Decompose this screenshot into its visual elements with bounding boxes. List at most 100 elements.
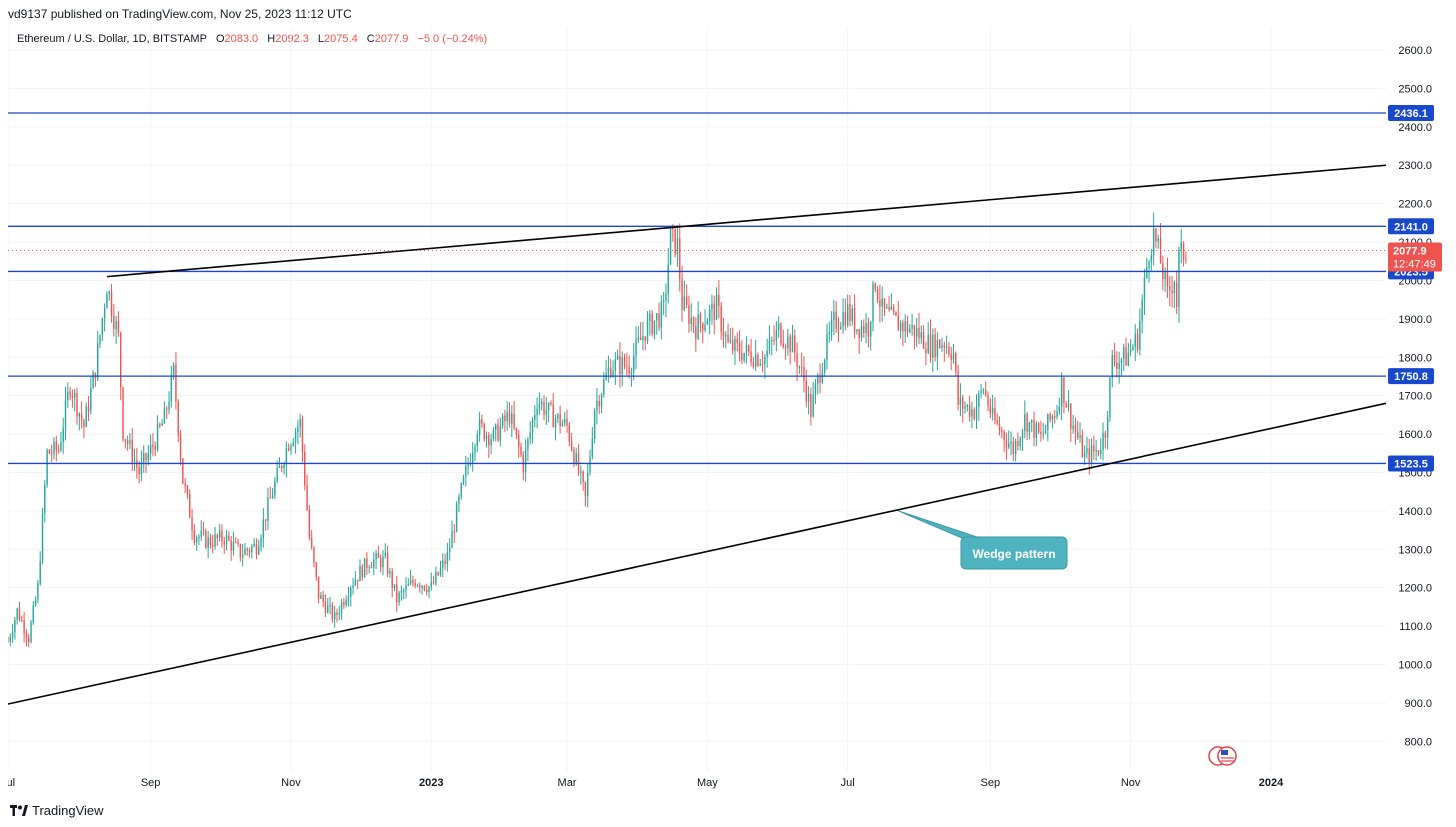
candle-body bbox=[515, 427, 518, 435]
candle-body bbox=[1060, 377, 1063, 407]
candle-body bbox=[182, 458, 184, 484]
candle-body bbox=[324, 601, 327, 613]
candle-body bbox=[435, 572, 437, 584]
candle-body bbox=[11, 632, 14, 638]
y-tick-label: 2600.0 bbox=[1398, 45, 1432, 57]
candle-body bbox=[354, 579, 357, 586]
candle-body bbox=[212, 545, 214, 547]
y-tick-label: 900.0 bbox=[1404, 698, 1432, 710]
candle-body bbox=[198, 536, 200, 538]
candle-body bbox=[872, 283, 874, 322]
candle-body bbox=[1019, 438, 1021, 446]
candle-body bbox=[768, 340, 771, 351]
candle-body bbox=[902, 322, 904, 332]
candle-body bbox=[913, 325, 916, 337]
candle-body bbox=[60, 442, 62, 451]
candle-body bbox=[448, 547, 451, 553]
candle-body bbox=[145, 453, 147, 461]
candle-body bbox=[474, 446, 476, 453]
candle-body bbox=[87, 406, 90, 412]
candle-body bbox=[248, 550, 251, 553]
candle-body bbox=[1152, 228, 1155, 256]
candle-body bbox=[851, 308, 853, 322]
candle-body bbox=[1109, 377, 1111, 418]
candle-body bbox=[260, 537, 262, 547]
candle-body bbox=[80, 413, 83, 421]
candle-body bbox=[184, 483, 186, 487]
candle-body bbox=[764, 356, 766, 365]
callout-box bbox=[960, 536, 1068, 570]
candle-body bbox=[761, 363, 764, 365]
candle-body bbox=[1178, 249, 1180, 307]
candle-body bbox=[294, 432, 297, 443]
candle-body bbox=[1005, 440, 1008, 448]
candle-body bbox=[568, 425, 571, 442]
candle-body bbox=[62, 428, 64, 443]
trendline-lower bbox=[8, 402, 1387, 705]
candle-body bbox=[393, 584, 396, 588]
candle-body bbox=[616, 355, 619, 360]
open-label: O bbox=[215, 33, 225, 45]
candle-body bbox=[191, 517, 193, 531]
candle-body bbox=[333, 612, 336, 620]
candle-body bbox=[239, 544, 242, 558]
candle-body bbox=[738, 343, 741, 354]
candle-body bbox=[320, 595, 322, 599]
candle-body bbox=[731, 339, 734, 351]
candle-body bbox=[1026, 414, 1028, 432]
candle-body bbox=[888, 306, 890, 311]
candle-body bbox=[1173, 282, 1176, 294]
candle-body bbox=[1063, 377, 1065, 403]
candle-body bbox=[195, 537, 198, 543]
candle-body bbox=[200, 530, 202, 537]
candle-body bbox=[384, 552, 386, 557]
low-value: 2075.4 bbox=[324, 33, 358, 45]
candle-body bbox=[274, 481, 276, 496]
flag-circle-2 bbox=[1217, 746, 1237, 766]
candle-body bbox=[161, 423, 163, 426]
candle-body bbox=[934, 334, 936, 357]
candle-body bbox=[287, 448, 290, 451]
candle-body bbox=[856, 329, 858, 332]
candle-body bbox=[497, 424, 499, 441]
candle-body bbox=[791, 335, 794, 353]
candle-body bbox=[642, 336, 644, 341]
candle-body bbox=[867, 323, 870, 337]
candle-body bbox=[803, 366, 805, 381]
candle-body bbox=[1106, 417, 1109, 438]
candle-body bbox=[580, 471, 582, 473]
candle-body bbox=[361, 566, 363, 578]
candle-body bbox=[193, 530, 196, 543]
candle-body bbox=[499, 426, 502, 441]
candle-body bbox=[389, 571, 391, 574]
candle-body bbox=[14, 619, 16, 633]
candle-body bbox=[322, 595, 324, 602]
candle-body bbox=[782, 343, 784, 347]
candle-body bbox=[74, 392, 76, 398]
candle-body bbox=[99, 335, 101, 344]
candle-body bbox=[402, 591, 405, 593]
candle-body bbox=[938, 339, 941, 348]
candle-body bbox=[50, 453, 53, 455]
candle-body bbox=[959, 397, 962, 405]
candle-body bbox=[722, 331, 725, 337]
candle-body bbox=[840, 326, 842, 329]
candle-body bbox=[853, 308, 856, 332]
candle-body bbox=[205, 531, 207, 548]
candle-body bbox=[745, 345, 748, 353]
candle-body bbox=[837, 328, 840, 330]
candle-body bbox=[950, 354, 952, 360]
candle-body bbox=[44, 484, 46, 514]
candle-body bbox=[566, 418, 568, 426]
trendlines bbox=[8, 164, 1387, 705]
candle-body bbox=[154, 446, 156, 450]
candle-body bbox=[46, 450, 48, 485]
candle-body bbox=[1037, 423, 1040, 433]
price-chart[interactable]: Wedge pattern 800.0 900.0 1000.0 1100.0 1200… bbox=[8, 27, 1448, 797]
candle-body bbox=[120, 332, 122, 388]
x-tick-label: 2023 bbox=[419, 777, 443, 789]
candle-body bbox=[69, 391, 71, 396]
close-value: 2077.9 bbox=[374, 33, 409, 45]
last-price-badge bbox=[1388, 242, 1442, 272]
candle-body bbox=[534, 415, 536, 420]
